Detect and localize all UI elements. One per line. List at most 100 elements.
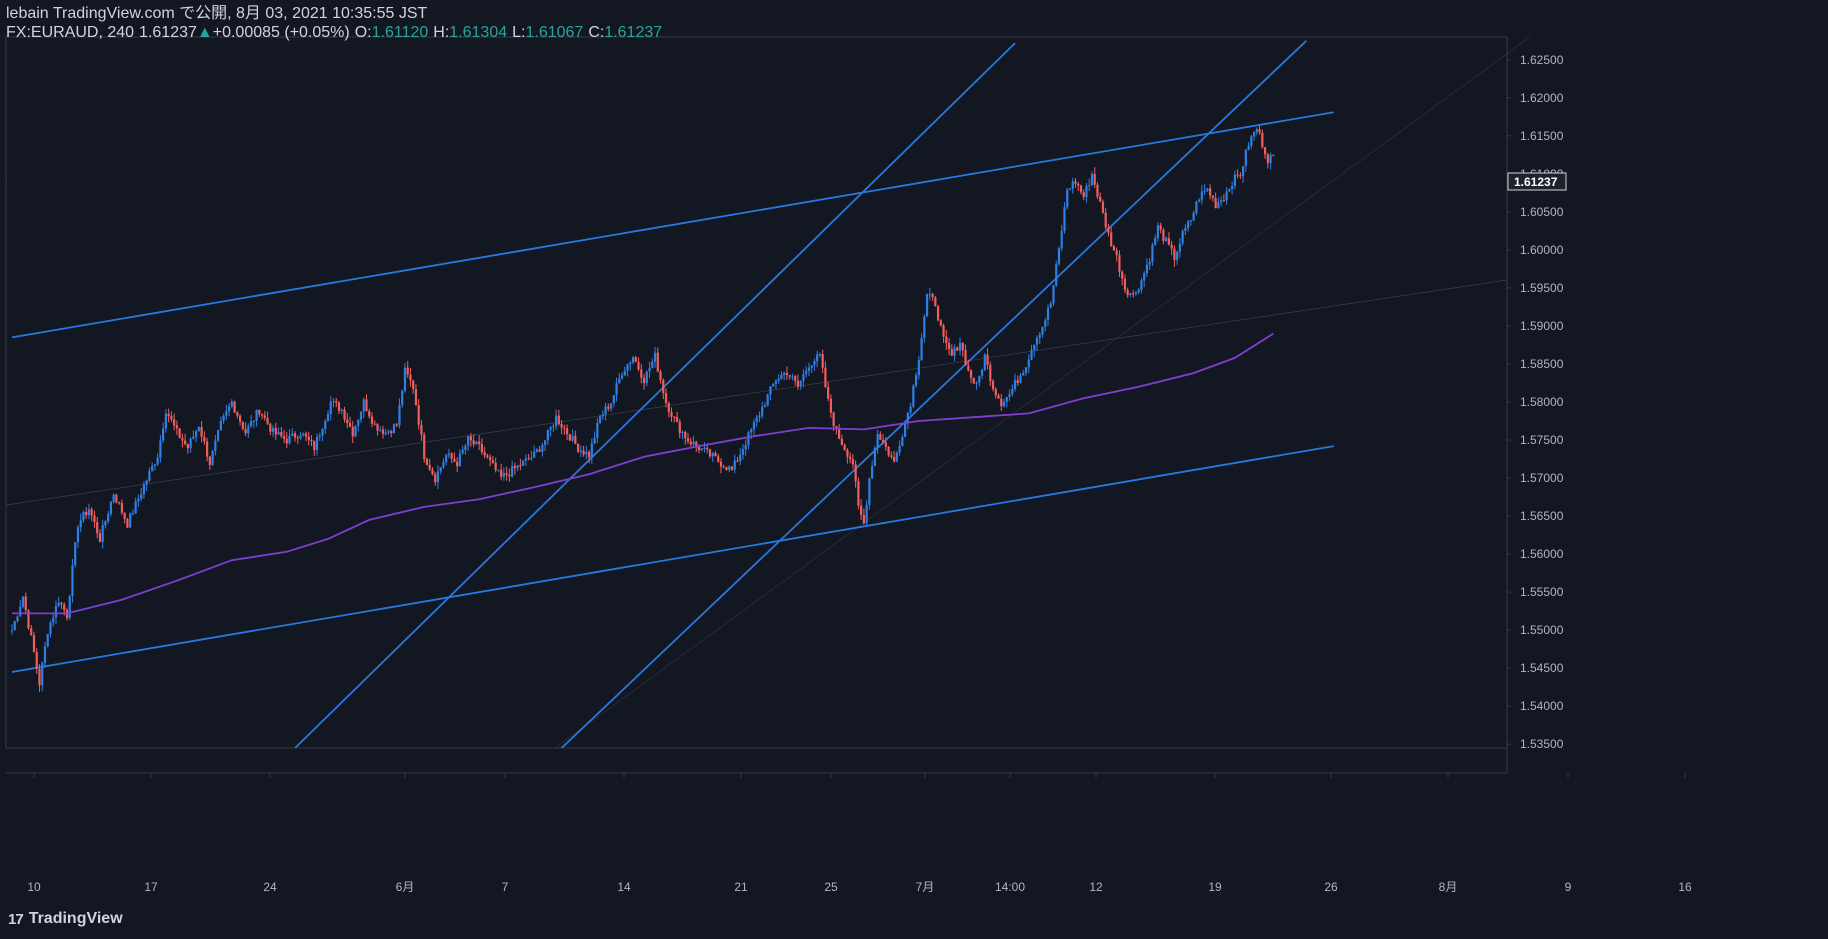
close-label: C: <box>588 24 605 41</box>
candle-body <box>274 427 277 435</box>
candle-body <box>500 469 503 477</box>
candle-body <box>1214 198 1217 209</box>
candle-body <box>667 403 670 412</box>
trendline-4[interactable] <box>560 40 1307 748</box>
candle-body <box>486 455 489 458</box>
candle-body <box>324 421 327 430</box>
high-label: H: <box>433 24 450 41</box>
candle-body <box>513 466 516 469</box>
price-tick-label: 1.62500 <box>1520 53 1564 67</box>
price-tick-label: 1.58000 <box>1520 395 1564 409</box>
candle-body <box>991 381 995 390</box>
candle-body <box>304 433 308 437</box>
trendline-3[interactable] <box>294 42 1016 748</box>
candle-body <box>1132 293 1135 295</box>
time-tick-label: 21 <box>734 880 748 894</box>
candle-body <box>1228 188 1231 192</box>
candle-body <box>989 364 992 382</box>
candle-body <box>1269 154 1272 164</box>
last-price-label: 1.61237 <box>1514 175 1558 189</box>
candle-body <box>684 432 687 439</box>
candle-body <box>414 388 418 406</box>
candle-body <box>189 438 192 449</box>
candle-body <box>184 440 187 444</box>
candle-body <box>1225 191 1228 201</box>
open-label: O: <box>354 24 372 41</box>
trendline-1[interactable] <box>11 111 1334 339</box>
time-tick-label: 14 <box>617 880 631 894</box>
candle-body <box>425 459 429 465</box>
candle-body <box>82 511 85 521</box>
tradingview-logo-text: TradingView <box>28 910 123 927</box>
trendline-2[interactable] <box>11 445 1334 673</box>
candle-body <box>104 521 107 526</box>
candle-body <box>1198 199 1201 202</box>
candle-body <box>794 376 797 381</box>
candle-body <box>200 426 203 437</box>
candle-body <box>780 374 783 379</box>
candle-body <box>1104 212 1107 228</box>
candle-body <box>851 459 854 465</box>
candle-body <box>16 616 19 622</box>
candle-body <box>678 421 681 433</box>
candle-body <box>964 350 967 366</box>
candle-body <box>170 416 173 420</box>
candle-body <box>774 380 778 384</box>
candle-body <box>986 354 989 365</box>
candle-body <box>63 604 66 610</box>
candle-body <box>1178 243 1181 252</box>
candle-body <box>85 511 88 516</box>
candle-body <box>137 498 140 502</box>
time-axis[interactable]: 10 17 24 6月 7 14 21 25 7月 14:00 12 19 26 8月 9 16 <box>27 773 1692 894</box>
candle-body <box>538 449 541 452</box>
publish-line: lebain TradingView.com で公開, 8月 03, 2021 … <box>6 5 428 22</box>
candle-body <box>1184 227 1187 232</box>
chart-border <box>5 36 1508 774</box>
candle-body <box>109 501 113 514</box>
candle-body <box>211 450 214 465</box>
candle-body <box>783 372 786 375</box>
price-tick-label: 1.57000 <box>1520 471 1564 485</box>
candle-body <box>489 457 492 461</box>
candle-body <box>686 438 690 442</box>
candle-body <box>390 431 393 434</box>
candle-body <box>596 422 599 439</box>
candle-body <box>631 357 635 363</box>
candle-body <box>1162 229 1165 242</box>
candle-body <box>527 458 530 460</box>
candle-body <box>799 380 802 387</box>
candle-body <box>478 441 481 445</box>
candle-body <box>54 605 58 618</box>
candle-body <box>769 386 772 395</box>
tradingview-logo[interactable]: 17 TradingView <box>8 910 123 928</box>
candle-body <box>733 460 736 470</box>
candle-body <box>420 424 423 435</box>
trendlines[interactable] <box>11 40 1334 748</box>
candle-body <box>565 428 569 435</box>
candle-body <box>362 399 365 412</box>
candle-body <box>417 405 420 425</box>
candle-body <box>1148 261 1151 265</box>
candle-body <box>280 432 283 437</box>
candle-body <box>357 419 360 427</box>
candle-body <box>118 502 121 504</box>
candle-body <box>1011 389 1014 395</box>
candle-body <box>348 423 352 427</box>
candle-body <box>1057 248 1061 265</box>
candle-body <box>552 426 555 428</box>
candles[interactable] <box>10 125 1275 692</box>
price-tick-label: 1.55500 <box>1520 585 1564 599</box>
candle-body <box>1112 245 1116 251</box>
candle-body <box>115 494 118 503</box>
low-label: L: <box>512 24 526 41</box>
candle-body <box>1033 344 1036 351</box>
price-axis[interactable]: 1.625001.620001.615001.610001.605001.600… <box>1507 53 1564 751</box>
time-tick-label: 24 <box>263 880 277 894</box>
candle-body <box>928 293 931 295</box>
candle-body <box>376 423 379 431</box>
candle-body <box>1093 173 1096 185</box>
candle-body <box>697 445 701 451</box>
candle-body <box>467 436 470 446</box>
candle-body <box>659 371 662 381</box>
